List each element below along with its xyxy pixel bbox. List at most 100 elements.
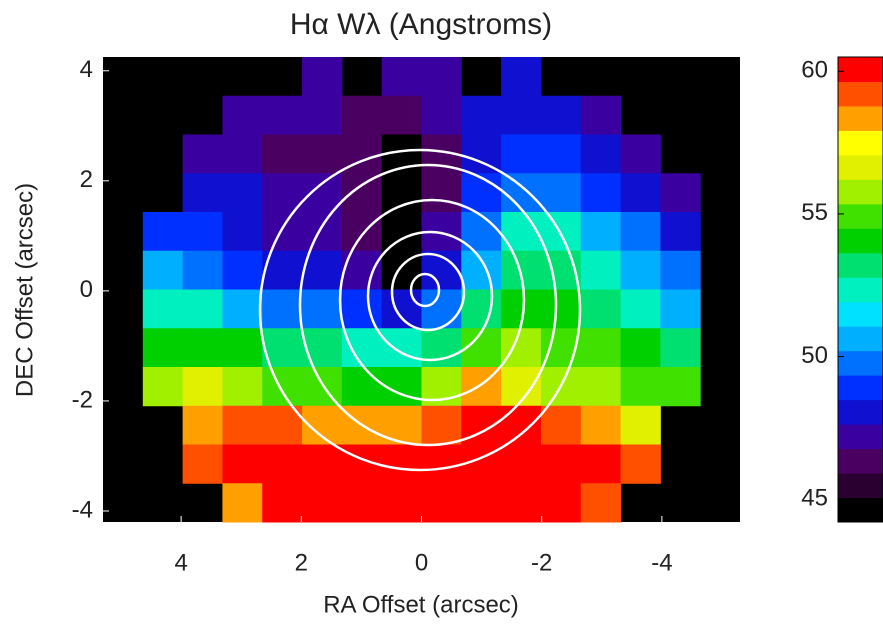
heatmap-cell (421, 328, 462, 368)
heatmap-cell (262, 212, 303, 252)
contour (409, 272, 441, 308)
colorbar-swatch (838, 105, 883, 131)
contour (298, 163, 558, 447)
heatmap-cell (461, 173, 502, 213)
heatmap-cell (222, 444, 263, 484)
heatmap-cell (222, 483, 263, 523)
heatmap-cell (142, 250, 184, 290)
contours (258, 148, 582, 472)
heatmap-cell (262, 95, 303, 135)
heatmap-cell (341, 367, 383, 407)
heatmap-cell (580, 95, 622, 135)
heatmap-cell (580, 212, 622, 252)
y-tick-label: -4 (72, 496, 93, 523)
colorbar-tick-label: 45 (801, 485, 828, 512)
heatmap-cell (302, 95, 343, 135)
colorbar-swatch (838, 301, 883, 327)
heatmap-cell (222, 405, 263, 445)
heatmap-cell (182, 405, 223, 445)
heatmap-cell (302, 483, 343, 523)
heatmap-cell (540, 212, 582, 252)
heatmap-cell (381, 289, 422, 329)
colorbar-swatch (838, 203, 883, 229)
colorbar-tick-label: 50 (801, 342, 828, 369)
colorbar-swatch (838, 179, 883, 205)
heatmap-cell (501, 134, 542, 174)
heatmap-cell (660, 173, 701, 213)
heatmap-cell (580, 173, 622, 213)
heatmap-cell (341, 289, 383, 329)
heatmap-cells (142, 57, 701, 523)
heatmap-cell (182, 367, 223, 407)
colorbar-swatch (838, 424, 883, 450)
heatmap-cell (341, 95, 383, 135)
heatmap-cell (580, 483, 622, 523)
heatmap-cell (381, 95, 422, 135)
heatmap-cell (421, 95, 462, 135)
heatmap-cell (421, 173, 462, 213)
heatmap-cell (540, 444, 582, 484)
heatmap-cell (660, 212, 701, 252)
colorbar-swatch (838, 154, 883, 180)
heatmap-cell (501, 444, 542, 484)
heatmap-cell (620, 405, 661, 445)
heatmap-cell (222, 250, 263, 290)
heatmap-cell (540, 289, 582, 329)
colorbar-frame (837, 56, 883, 523)
heatmap-cell (341, 483, 383, 523)
colorbar-swatch (838, 252, 883, 278)
heatmap-cell (620, 289, 661, 329)
heatmap-cell (461, 95, 502, 135)
heatmap-cell (540, 405, 582, 445)
heatmap-cell (580, 289, 622, 329)
heatmap-cell (580, 405, 622, 445)
heatmap-cell (381, 57, 422, 97)
heatmap-cell (142, 212, 184, 252)
colorbar-swatch (838, 277, 883, 303)
heatmap-cell (381, 212, 422, 252)
chart-title: Hα Wλ (Angstroms) (290, 8, 552, 41)
heatmap-cell (262, 289, 303, 329)
y-tick-label: -2 (72, 386, 93, 413)
heatmap-cell (620, 250, 661, 290)
heatmap-cell (501, 405, 542, 445)
heatmap-cell (580, 328, 622, 368)
heatmap-cell (461, 289, 502, 329)
colorbar-swatch (838, 497, 883, 523)
heatmap-cell (540, 95, 582, 135)
heatmap-cell (222, 367, 263, 407)
heatmap-cell (501, 212, 542, 252)
heatmap-cell (182, 328, 223, 368)
heatmap-cell (182, 212, 223, 252)
heatmap-cell (620, 173, 661, 213)
heatmap-cell (381, 367, 422, 407)
y-tick-label: 0 (80, 276, 93, 303)
x-tick-label: 0 (415, 549, 428, 576)
heatmap-cell (341, 173, 383, 213)
heatmap-cell (302, 134, 343, 174)
heatmap-cell (540, 483, 582, 523)
colorbar-tick-label: 55 (801, 199, 828, 226)
heatmap-cell (262, 134, 303, 174)
heatmap-cell (142, 367, 184, 407)
heatmap-cell (381, 328, 422, 368)
contour (258, 148, 582, 472)
heatmap-cell (620, 212, 661, 252)
heatmap-cell (222, 289, 263, 329)
heatmap-cell (222, 212, 263, 252)
colorbar-swatch (838, 350, 883, 376)
heatmap-cell (620, 444, 661, 484)
colorbar-swatch (838, 57, 883, 82)
heatmap-cell (620, 328, 661, 368)
heatmap-cell (302, 367, 343, 407)
heatmap-cell (142, 289, 184, 329)
heatmap-cell (302, 173, 343, 213)
heatmap-cell (262, 483, 303, 523)
heatmap-cell (580, 134, 622, 174)
heatmap-cell (262, 444, 303, 484)
colorbar: 45 50 55 60 (801, 56, 883, 523)
heatmap-cell (302, 444, 343, 484)
heatmap-cell (660, 367, 701, 407)
heatmap-cell (341, 212, 383, 252)
